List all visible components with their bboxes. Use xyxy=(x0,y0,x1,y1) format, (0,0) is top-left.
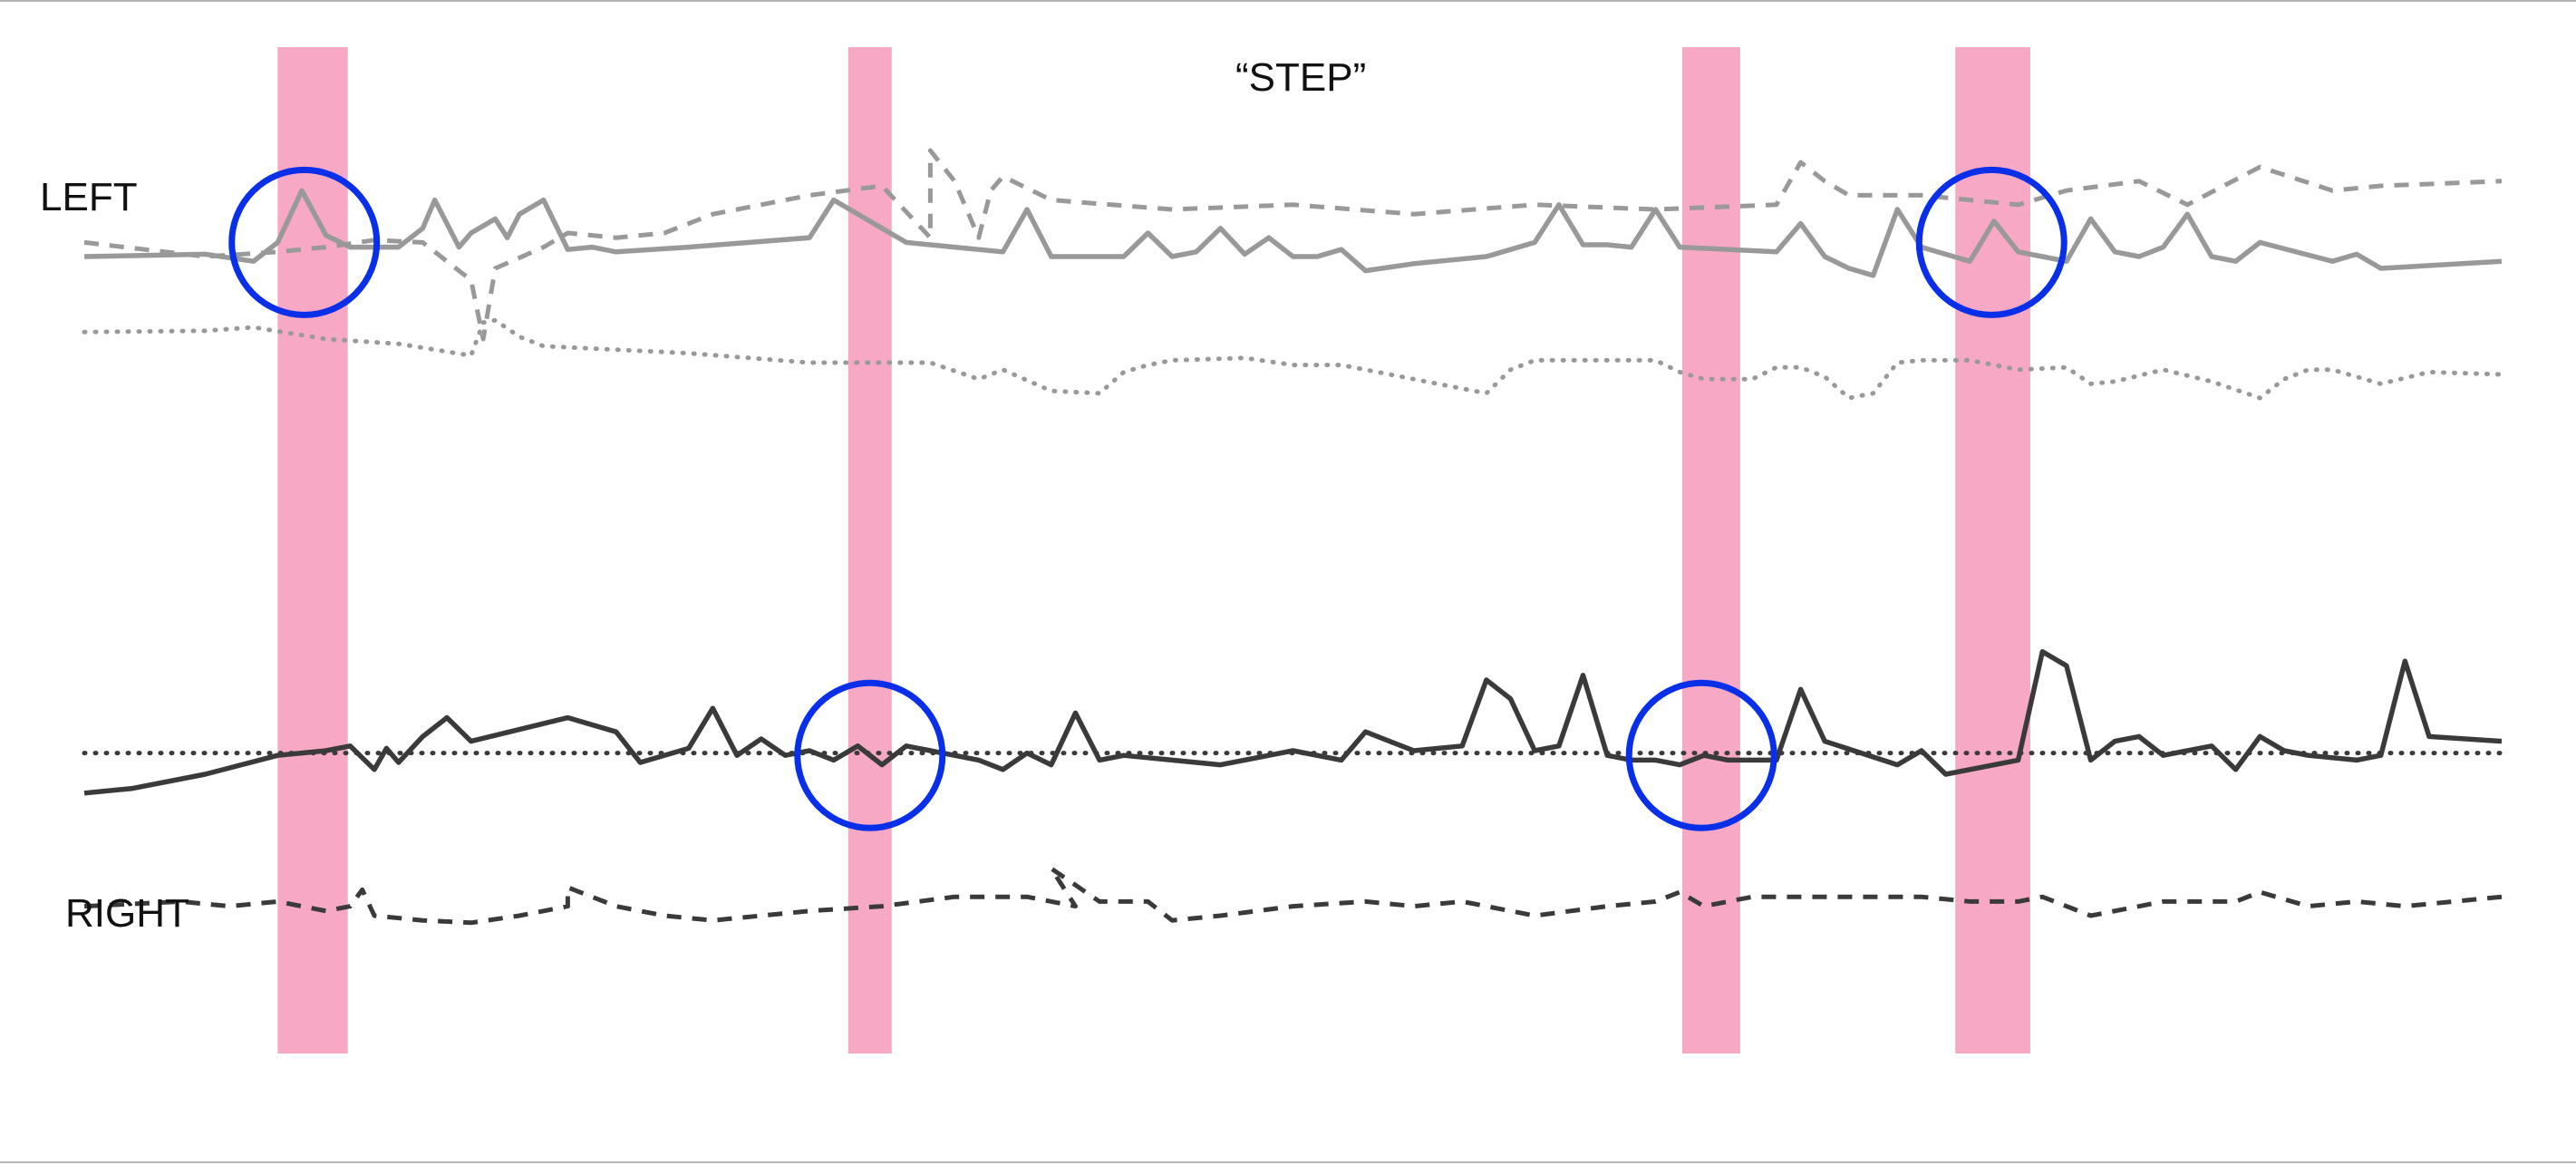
series-right-solid-line xyxy=(83,649,2503,796)
event-circle-1 xyxy=(228,166,381,318)
event-band-2 xyxy=(847,47,892,1053)
series-right-dashed-line xyxy=(83,866,2503,926)
series-left-dashed-line xyxy=(83,148,2503,342)
group-label-left: LEFT xyxy=(40,175,138,219)
event-band-4 xyxy=(1955,47,2030,1053)
group-label-right: RIGHT xyxy=(65,891,189,936)
series-left-solid-line xyxy=(83,188,2503,278)
series-left-dotted-line xyxy=(82,317,2504,401)
chart-title: “STEP” xyxy=(1235,55,1367,100)
event-bands xyxy=(277,47,2030,1053)
event-circle-2 xyxy=(794,679,946,831)
event-circle-4 xyxy=(1915,166,2068,318)
event-band-3 xyxy=(1681,47,1740,1053)
series-lines xyxy=(82,148,2504,926)
circled-events xyxy=(228,166,2068,831)
event-circle-3 xyxy=(1625,679,1777,831)
